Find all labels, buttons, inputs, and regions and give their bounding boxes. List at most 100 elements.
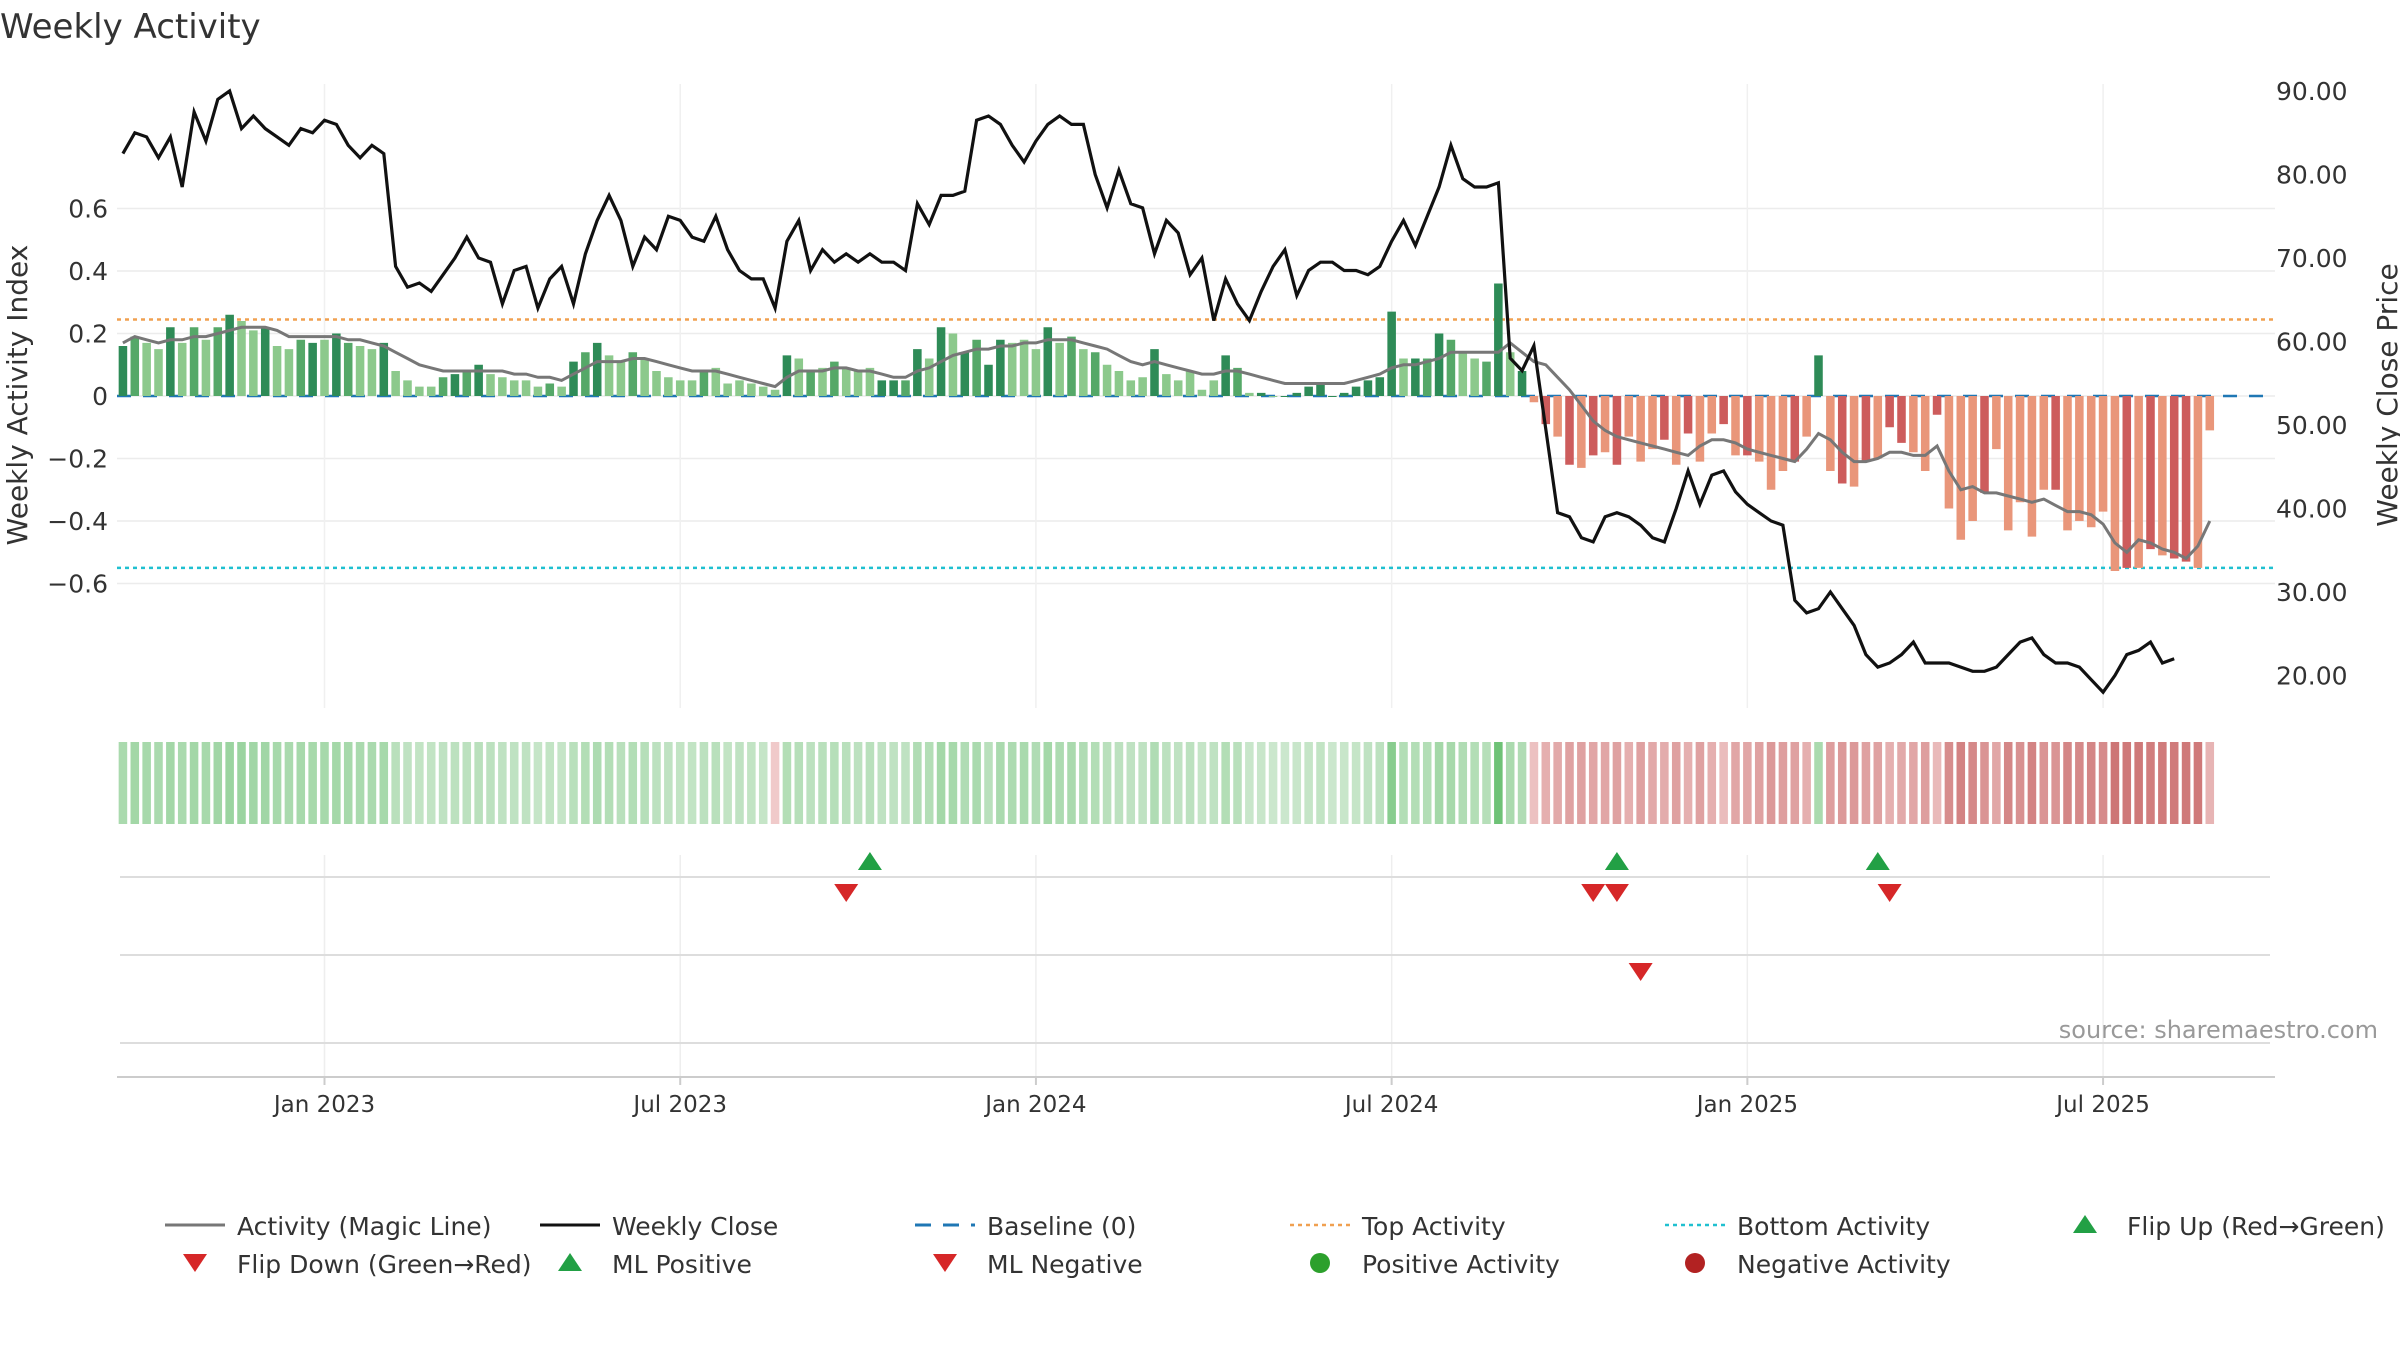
heat-strip-cell [996, 742, 1005, 824]
heat-strip-cell [1932, 742, 1942, 824]
activity-bar [1529, 396, 1539, 403]
legend-item: Negative Activity [1685, 1250, 1951, 1279]
activity-bar [296, 339, 306, 396]
heat-strip-cell [782, 742, 792, 824]
activity-bar [415, 386, 424, 396]
heat-strip-cell [687, 742, 697, 824]
heat-strip-cell [1090, 742, 1100, 824]
heat-strip-cell [960, 742, 970, 824]
heat-strip-cell [486, 742, 495, 824]
heat-strip-cell [853, 742, 863, 824]
heat-strip-cell [166, 742, 175, 824]
activity-bar [924, 358, 934, 396]
activity-bar [1268, 396, 1278, 397]
heat-strip-cell [711, 742, 721, 824]
heat-strip-cell [1458, 742, 1468, 824]
activity-bar [806, 371, 815, 396]
heat-strip-cell [1126, 742, 1136, 824]
heat-strip-cell [2181, 742, 2191, 824]
heat-strip-cell [2075, 742, 2084, 824]
activity-bar [557, 386, 566, 396]
legend-label: ML Positive [612, 1250, 752, 1279]
heat-strip-cell [1505, 742, 1515, 824]
heat-strip-cell [1565, 742, 1574, 824]
activity-bar [450, 374, 460, 396]
activity-bar [2003, 396, 2013, 531]
activity-bar [2086, 396, 2096, 528]
heat-strip-cell [1612, 742, 1622, 824]
activity-bar [2098, 396, 2108, 512]
heat-strip-cell [581, 742, 590, 824]
y-tick-left: 0.6 [68, 195, 108, 224]
activity-bar [284, 349, 294, 396]
activity-bar [2027, 396, 2037, 537]
activity-bar [1055, 342, 1064, 396]
y-tick-right: 40.00 [2276, 495, 2348, 524]
activity-bar [616, 361, 626, 396]
heat-strip-cell [426, 742, 436, 824]
activity-bar [2205, 396, 2215, 431]
y-tick-right: 50.00 [2276, 411, 2348, 440]
activity-bar [2134, 396, 2143, 568]
activity-bar [2158, 396, 2167, 556]
activity-bar [438, 377, 448, 396]
activity-bar [1897, 396, 1906, 443]
heat-strip-cell [1600, 742, 1610, 824]
activity-bar [1909, 396, 1918, 453]
heat-strip-cell [1553, 742, 1562, 824]
heat-strip-cell [758, 742, 768, 824]
heat-strip-cell [379, 742, 389, 824]
activity-bar [367, 349, 377, 396]
activity-bar [841, 367, 851, 396]
heat-strip-cell [924, 742, 934, 824]
activity-bar [1363, 380, 1373, 396]
y-axis-left-label: Weekly Activity Index [1, 245, 34, 546]
heat-strip-cell [1790, 742, 1800, 824]
heat-strip-cell [2063, 742, 2072, 824]
activity-bar [1624, 396, 1634, 437]
activity-bar [581, 352, 590, 396]
heat-strip-cell [569, 742, 578, 824]
heat-strip-cell [1861, 742, 1871, 824]
activity-bar [533, 386, 543, 396]
activity-bar [1944, 396, 1954, 509]
y-axis-right-label: Weekly Close Price [2371, 263, 2400, 526]
heat-strip-cell [1494, 742, 1503, 824]
heat-strip-cell [1422, 742, 1432, 824]
heat-strip-cell [1517, 742, 1527, 824]
activity-bar [1031, 349, 1041, 396]
heat-strip-cell [652, 742, 661, 824]
heat-strip-cell [794, 742, 804, 824]
activity-bar [2169, 396, 2179, 559]
legend-swatch [1685, 1253, 1705, 1273]
heat-strip-cell [2015, 742, 2025, 824]
heat-strip-cell [1375, 742, 1385, 824]
heat-strip-cell [2146, 742, 2155, 824]
heat-strip-cell [1245, 742, 1254, 824]
legend-swatch [183, 1254, 207, 1272]
legend-label: Activity (Magic Line) [237, 1212, 491, 1241]
activity-bar [1126, 380, 1136, 396]
heat-strip-cell [343, 742, 353, 824]
activity-bar [1387, 311, 1396, 396]
y-tick-left: −0.4 [47, 507, 108, 536]
heat-strip-cell [1256, 742, 1266, 824]
activity-bar [1885, 396, 1894, 428]
activity-bar [403, 380, 412, 396]
activity-bar [355, 346, 365, 396]
activity-bar [889, 380, 898, 396]
heat-strip-cell [1992, 742, 2001, 824]
heat-strip-cell [972, 742, 981, 824]
activity-bar [1458, 352, 1468, 396]
legend-item: Flip Down (Green→Red) [183, 1250, 532, 1279]
heat-strip-cell [735, 742, 744, 824]
activity-bar [1434, 333, 1444, 396]
activity-bar [237, 321, 246, 396]
legend: Activity (Magic Line) Weekly Close Baselin… [165, 1212, 2385, 1279]
activity-bar [1138, 377, 1147, 396]
heat-strip-cell [664, 742, 673, 824]
heat-strip-cell [1150, 742, 1159, 824]
y-tick-right: 60.00 [2276, 328, 2348, 357]
legend-label: Baseline (0) [987, 1212, 1136, 1241]
activity-bar [462, 371, 472, 396]
